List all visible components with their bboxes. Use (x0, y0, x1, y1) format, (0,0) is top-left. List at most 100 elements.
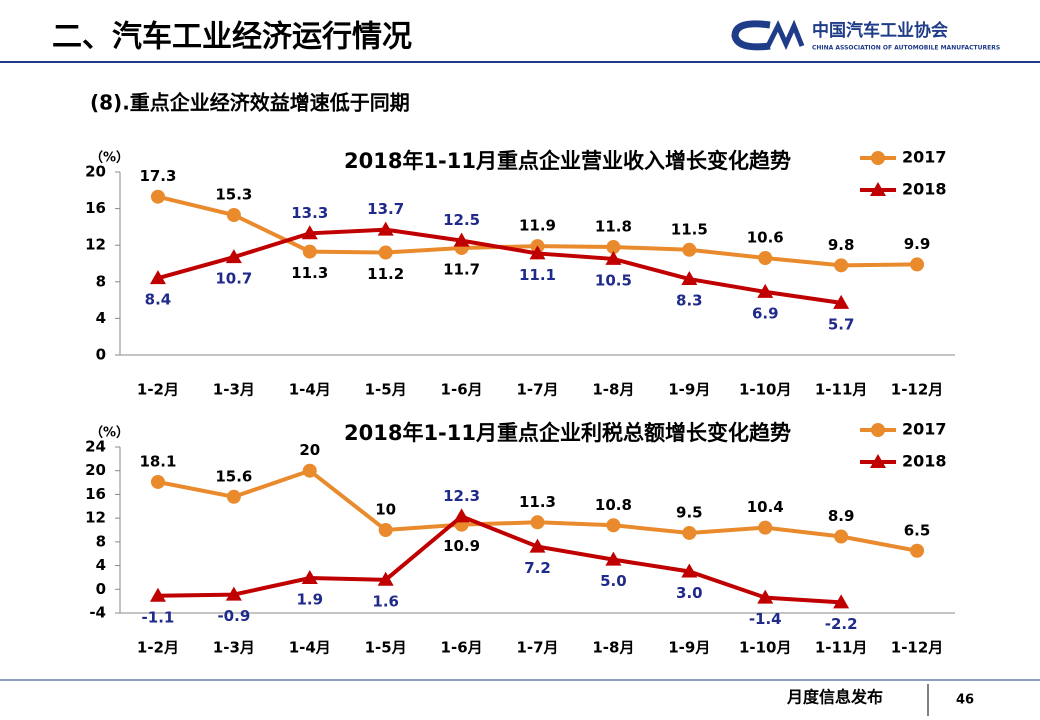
data-label: 20 (299, 441, 320, 459)
marker (834, 258, 849, 273)
data-label: 6.5 (904, 521, 931, 539)
marker (301, 570, 318, 585)
series-line (157, 227, 842, 305)
data-label: 15.3 (215, 186, 252, 204)
x-tick-label: 1-11月 (815, 381, 868, 399)
chart-title: 2018年1-11月重点企业营业收入增长变化趋势 (344, 149, 791, 173)
x-tick-label: 1-6月 (441, 381, 483, 399)
marker (529, 245, 546, 260)
y-tick-label: 8 (96, 272, 106, 290)
marker (605, 551, 622, 566)
data-label: 10.7 (215, 270, 252, 288)
x-tick-label: 1-5月 (365, 381, 407, 399)
data-label: 11.7 (443, 260, 480, 278)
data-label: 9.9 (904, 235, 931, 253)
marker (378, 523, 393, 537)
y-tick-label: 16 (85, 199, 106, 217)
slide-title: 二、汽车工业经济运行情况 (52, 20, 412, 55)
data-label: 8.9 (828, 507, 855, 525)
y-tick-label: 12 (85, 236, 106, 254)
marker (453, 232, 470, 247)
data-label: 18.1 (139, 452, 176, 470)
x-tick-label: 1-9月 (668, 639, 710, 657)
marker (871, 151, 885, 165)
data-label: -2.2 (825, 615, 858, 633)
x-tick-label: 1-9月 (668, 381, 710, 399)
x-tick-label: 1-4月 (289, 381, 331, 399)
marker (681, 563, 698, 578)
data-label: 11.8 (595, 218, 632, 236)
data-label: 3.0 (676, 584, 703, 602)
x-tick-label: 1-12月 (891, 639, 944, 657)
x-tick-label: 1-8月 (592, 639, 634, 657)
y-unit: （%） (90, 150, 129, 166)
marker (226, 489, 241, 504)
marker (757, 589, 774, 604)
x-tick-label: 1-12月 (891, 381, 944, 399)
marker (757, 283, 774, 298)
data-label: 8.3 (676, 292, 703, 310)
marker (758, 251, 773, 266)
marker (302, 244, 317, 259)
x-tick-label: 1-8月 (592, 381, 634, 399)
legend-label: 2017 (902, 148, 947, 167)
marker (910, 543, 925, 558)
y-tick-label: 0 (96, 580, 106, 598)
data-label: 11.2 (367, 265, 404, 283)
y-tick-label: 16 (85, 485, 106, 503)
legend-label: 2017 (902, 420, 947, 439)
x-tick-label: 1-5月 (365, 639, 407, 657)
data-label: 15.6 (215, 467, 252, 485)
data-label: 9.5 (676, 503, 703, 521)
data-label: 11.5 (671, 220, 708, 238)
marker (149, 270, 166, 285)
marker (302, 463, 317, 478)
data-label: 12.3 (443, 487, 480, 505)
x-tick-label: 1-11月 (815, 639, 868, 657)
y-tick-label: 8 (96, 532, 106, 550)
y-tick-label: 4 (96, 556, 106, 574)
subtitle: (8).重点企业经济效益增速低于同期 (90, 91, 410, 115)
marker (225, 586, 242, 601)
data-label: 1.9 (296, 591, 323, 609)
marker (833, 294, 850, 309)
legend-label: 2018 (902, 180, 947, 199)
x-tick-label: 1-7月 (516, 639, 558, 657)
y-tick-label: 20 (85, 461, 106, 479)
data-label: -1.1 (142, 608, 175, 626)
marker (530, 515, 545, 530)
series-line (157, 514, 842, 605)
data-label: 13.3 (291, 204, 328, 222)
data-label: 5.0 (600, 572, 627, 590)
data-label: 1.6 (372, 592, 399, 610)
marker (377, 221, 394, 236)
marker (225, 249, 242, 264)
y-unit: （%） (90, 425, 129, 441)
y-tick-label: 20 (85, 163, 106, 181)
data-label: 10.5 (595, 271, 632, 289)
marker (834, 529, 849, 544)
y-tick-label: 4 (96, 309, 106, 327)
logo-mark-m (765, 19, 805, 51)
marker (606, 240, 621, 255)
y-tick-label: 0 (96, 346, 106, 364)
footer-text: 月度信息发布 (786, 688, 883, 707)
data-label: -1.4 (749, 610, 782, 628)
legend-label: 2018 (902, 452, 947, 471)
x-tick-label: 1-2月 (137, 639, 179, 657)
marker (870, 454, 886, 468)
marker (378, 245, 393, 260)
x-tick-label: 1-7月 (516, 381, 558, 399)
marker (529, 538, 546, 553)
data-label: 8.4 (145, 291, 172, 309)
data-label: 10.6 (747, 229, 784, 247)
marker (453, 508, 470, 523)
marker (910, 257, 925, 272)
data-label: -0.9 (217, 607, 250, 625)
logo-subtitle: CHINA ASSOCIATION OF AUTOMOBILE MANUFACT… (812, 45, 1000, 52)
logo-name: 中国汽车工业协会 (812, 20, 948, 41)
data-label: 5.7 (828, 315, 855, 333)
page-number: 46 (956, 693, 974, 708)
